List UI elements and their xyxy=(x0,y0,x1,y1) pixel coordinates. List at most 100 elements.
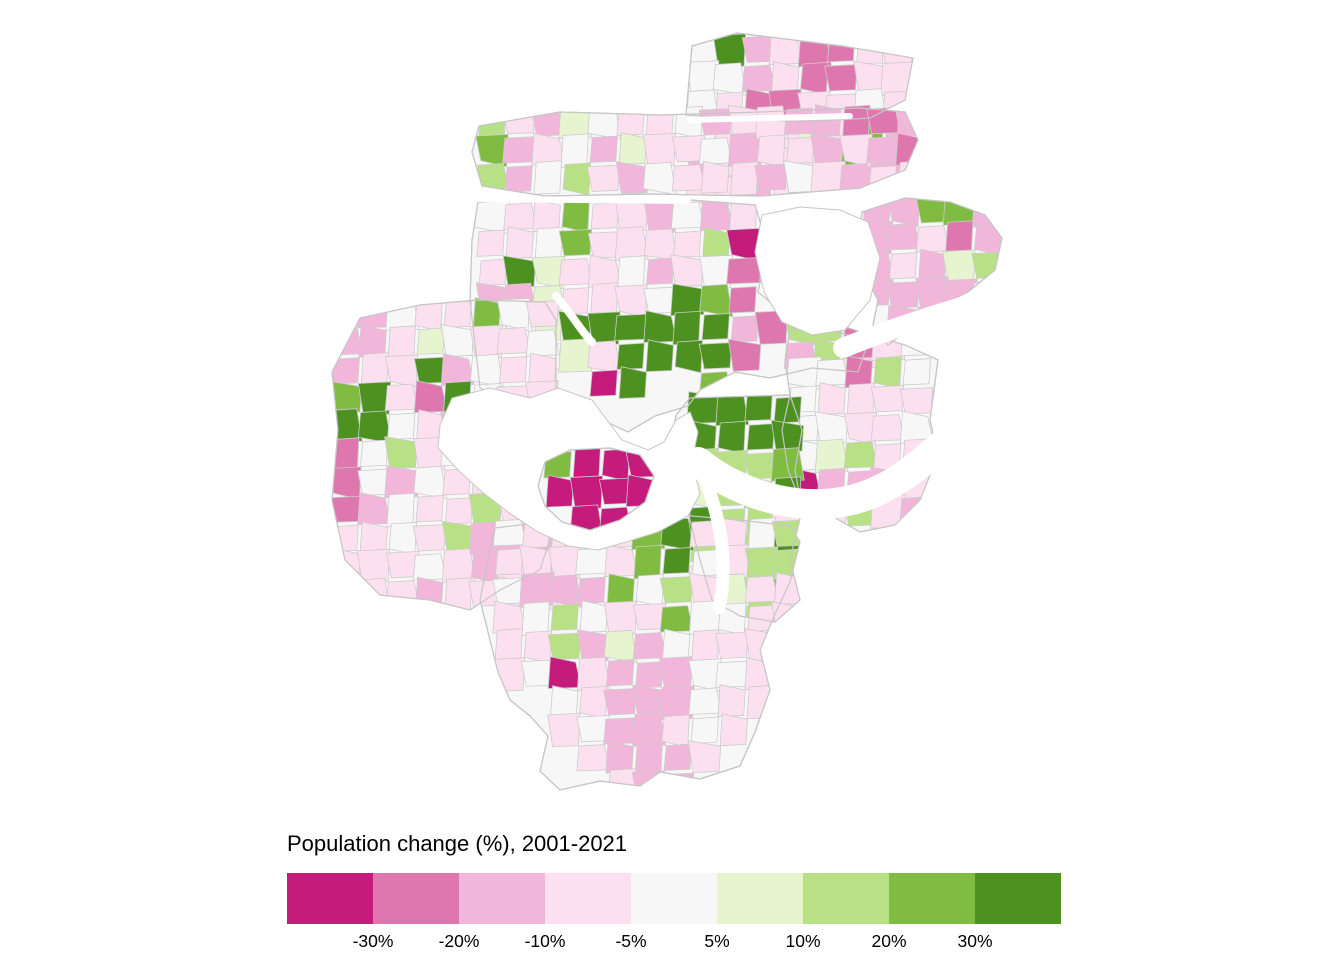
census-tract xyxy=(412,524,447,552)
water-band-gap xyxy=(469,196,691,204)
census-tract xyxy=(673,230,702,258)
census-tract xyxy=(618,132,647,165)
census-tract xyxy=(494,628,523,663)
census-tract xyxy=(744,575,779,603)
census-tract xyxy=(576,629,611,663)
census-tract xyxy=(774,572,803,605)
census-tract xyxy=(606,573,635,607)
census-tract xyxy=(561,199,590,234)
legend-tick-label: 20% xyxy=(871,931,907,951)
census-tract xyxy=(605,740,634,774)
census-tract xyxy=(576,744,611,772)
census-tract xyxy=(671,164,706,192)
census-tract xyxy=(416,327,445,355)
legend-segment xyxy=(803,873,889,924)
legend-segment xyxy=(975,873,1061,924)
census-tract xyxy=(590,282,619,317)
water-northeast-channel xyxy=(833,282,1022,358)
census-tract xyxy=(603,688,637,716)
census-tract xyxy=(384,436,418,469)
census-tract xyxy=(503,202,538,230)
census-tract xyxy=(727,132,762,167)
census-tract xyxy=(562,162,591,196)
census-tract xyxy=(663,743,692,771)
census-tract xyxy=(839,133,873,168)
census-tract xyxy=(824,64,858,92)
census-tract xyxy=(332,548,361,581)
census-tract xyxy=(472,297,501,331)
census-tract xyxy=(443,300,472,328)
census-tract xyxy=(814,438,849,474)
census-tract xyxy=(754,163,788,191)
census-tract xyxy=(617,255,646,290)
legend-segment xyxy=(889,873,975,924)
census-tract xyxy=(719,713,748,747)
census-tract xyxy=(469,324,504,360)
census-tract xyxy=(699,254,733,290)
census-tract xyxy=(495,548,524,576)
census-tract xyxy=(797,33,832,68)
census-tract xyxy=(413,465,448,500)
census-tract xyxy=(587,311,621,346)
census-tract xyxy=(674,339,703,374)
census-tract xyxy=(606,659,635,687)
census-tract xyxy=(601,448,630,482)
census-tract xyxy=(360,352,389,387)
shoreline xyxy=(537,447,655,531)
census-tract xyxy=(701,160,730,194)
census-tract xyxy=(533,160,562,195)
census-tract xyxy=(786,136,815,164)
legend-title: Population change (%), 2001-2021 xyxy=(287,831,628,856)
census-tract xyxy=(971,193,1002,228)
census-tract xyxy=(356,548,391,584)
shoreline xyxy=(331,299,557,611)
census-tract xyxy=(632,712,667,747)
census-tract xyxy=(817,382,846,415)
census-tract xyxy=(659,576,694,604)
map-legend: Population change (%), 2001-2021 -30% -20… xyxy=(287,831,1067,957)
tract-layer xyxy=(332,33,1002,790)
census-tract xyxy=(687,740,722,773)
census-tract xyxy=(771,628,807,664)
census-tract xyxy=(698,342,733,370)
shoreline xyxy=(479,514,801,791)
legend-tick-label: -20% xyxy=(438,931,480,951)
census-tract xyxy=(385,296,420,331)
census-tract xyxy=(359,521,388,555)
census-tract xyxy=(388,521,417,556)
census-tract xyxy=(590,202,619,230)
census-tract xyxy=(384,465,420,499)
census-tract xyxy=(899,496,934,530)
census-tract xyxy=(502,255,537,289)
census-tract xyxy=(531,255,566,290)
census-tract xyxy=(528,352,557,386)
census-tract xyxy=(918,248,947,282)
census-tract xyxy=(635,661,664,689)
census-tract xyxy=(685,60,720,95)
census-tract xyxy=(475,163,510,191)
census-tract xyxy=(475,133,509,168)
census-tract xyxy=(815,358,850,386)
legend-tick-label: -30% xyxy=(352,931,394,951)
legend-segment xyxy=(717,873,803,924)
census-tract xyxy=(971,251,1002,279)
census-tract xyxy=(727,338,762,372)
census-tract xyxy=(880,33,914,67)
census-tract xyxy=(412,553,447,581)
census-tract xyxy=(616,108,645,136)
census-tract xyxy=(491,657,526,692)
census-tract xyxy=(771,601,805,635)
census-tract xyxy=(662,547,691,575)
census-tract xyxy=(757,134,786,168)
water-creek xyxy=(552,292,596,346)
census-tract xyxy=(633,544,662,580)
census-tract xyxy=(504,165,533,193)
census-tract xyxy=(603,629,638,664)
census-tract xyxy=(699,283,734,318)
census-tract xyxy=(661,714,690,748)
census-tract xyxy=(945,220,974,255)
census-tract xyxy=(842,104,871,140)
census-tract xyxy=(702,227,731,261)
census-tract xyxy=(356,577,391,612)
